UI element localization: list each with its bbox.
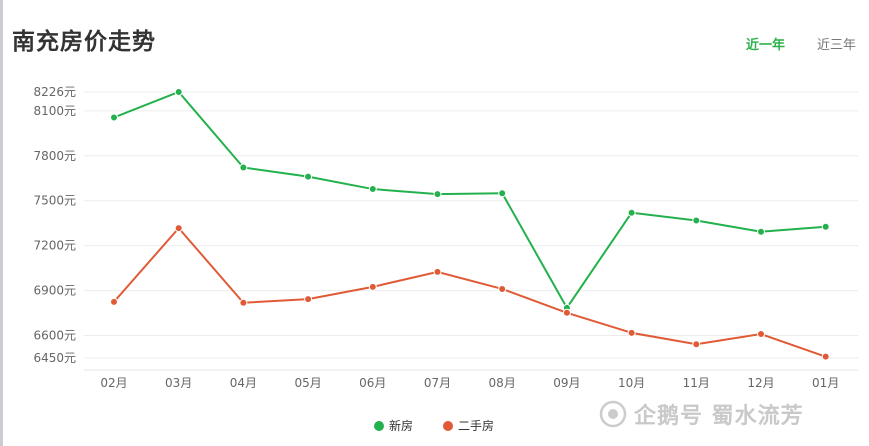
data-point: [498, 189, 507, 198]
y-tick-label: 7500元: [33, 194, 76, 208]
x-tick-label: 08月: [489, 376, 516, 390]
data-point: [304, 172, 313, 181]
data-point: [821, 222, 830, 231]
data-point: [692, 216, 701, 225]
x-tick-label: 06月: [359, 376, 386, 390]
data-point: [757, 330, 765, 339]
data-point: [239, 298, 248, 307]
data-point: [433, 190, 442, 199]
y-tick-label: 6600元: [33, 329, 76, 343]
page-title: 南充房价走势: [12, 29, 156, 55]
legend-label-1: 二手房: [458, 418, 494, 433]
x-tick-label: 05月: [294, 376, 321, 390]
legend-marker-0: [374, 421, 384, 431]
x-axis-ticks: 02月 03月 04月 05月 06月 07月 08月 09月 10月 11月 12月 01月: [100, 376, 839, 390]
x-tick-label: 12月: [747, 376, 774, 390]
data-point: [433, 267, 442, 276]
data-point: [110, 297, 118, 306]
legend-marker-1: [443, 421, 453, 431]
data-point: [174, 224, 183, 233]
y-tick-label: 6450元: [33, 351, 76, 365]
x-tick-label: 04月: [230, 376, 257, 390]
x-tick-label: 10月: [618, 376, 645, 390]
y-tick-label: 8226元: [33, 85, 76, 99]
x-tick-label: 02月: [100, 376, 127, 390]
penguin-logo-icon: [599, 400, 627, 428]
series-line-1: [113, 226, 827, 358]
x-tick-label: 01月: [812, 376, 839, 390]
data-point: [498, 284, 507, 293]
data-point: [174, 88, 183, 96]
x-tick-label: 07月: [424, 376, 451, 390]
x-tick-label: 11月: [683, 376, 710, 390]
grid-layer: [84, 91, 858, 371]
x-tick-label: 09月: [553, 376, 580, 390]
y-axis-ticks: 8226元 8100元 7800元 7500元 7200元 6900元 6600元 6450元: [33, 85, 76, 365]
x-tick-label: 03月: [165, 376, 192, 390]
tab-three-years[interactable]: 近三年: [817, 38, 857, 53]
legend: 新房 二手房: [374, 418, 494, 433]
data-point: [562, 308, 571, 317]
data-point: [304, 295, 313, 304]
y-tick-label: 8100元: [33, 104, 76, 118]
series-line-0: [113, 90, 826, 310]
data-point: [692, 340, 701, 349]
data-point: [627, 208, 636, 217]
data-point: [821, 352, 830, 361]
data-point: [627, 328, 636, 337]
left-edge-bar: [0, 0, 3, 446]
y-tick-label: 6900元: [33, 284, 76, 298]
data-point: [110, 113, 118, 122]
data-point: [368, 282, 377, 291]
watermark-text: 企鹅号 蜀水流芳: [634, 404, 804, 429]
data-point: [239, 163, 248, 172]
data-point: [368, 185, 377, 194]
y-tick-label: 7800元: [33, 149, 76, 163]
series-layer: [110, 88, 830, 361]
data-point: [757, 227, 765, 236]
y-tick-label: 7200元: [33, 239, 76, 253]
legend-label-0: 新房: [389, 418, 413, 433]
tab-one-year[interactable]: 近一年: [746, 38, 786, 53]
